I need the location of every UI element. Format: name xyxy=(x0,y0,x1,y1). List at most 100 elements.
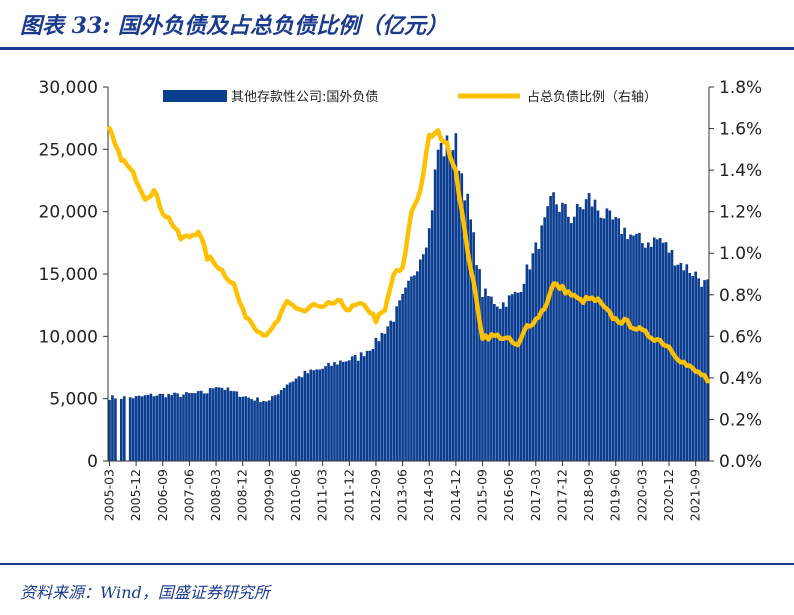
bar xyxy=(356,360,360,461)
bar xyxy=(268,400,271,461)
bar xyxy=(368,350,372,461)
bar xyxy=(191,393,194,461)
bar xyxy=(540,225,544,461)
bar xyxy=(205,393,209,461)
source-note: 资料来源：Wind，国盛证券研究所 xyxy=(20,583,270,602)
bar xyxy=(161,393,165,461)
bar xyxy=(555,204,558,461)
bar xyxy=(635,233,638,461)
bar xyxy=(194,393,197,461)
bar xyxy=(253,400,256,461)
title-rule xyxy=(0,47,794,50)
bar xyxy=(561,202,564,462)
bar xyxy=(339,360,342,461)
bar xyxy=(333,362,336,461)
bar xyxy=(404,287,407,461)
bar xyxy=(519,291,523,461)
bar xyxy=(522,283,526,461)
bar xyxy=(111,395,114,461)
x-tick-label: 2010-06 xyxy=(288,469,303,521)
x-tick-label: 2006-09 xyxy=(155,469,170,521)
y-tick-label: 10,000 xyxy=(39,327,98,347)
x-tick-label: 2017-03 xyxy=(528,469,543,521)
bar xyxy=(285,384,289,461)
bar xyxy=(454,133,458,461)
bar xyxy=(493,304,496,461)
bar xyxy=(143,395,147,461)
bar xyxy=(108,399,111,461)
bar xyxy=(413,275,416,461)
bar xyxy=(673,265,677,461)
bar xyxy=(457,170,461,461)
bar xyxy=(152,396,156,461)
bar xyxy=(345,361,348,461)
x-tick-label: 2014-12 xyxy=(448,469,463,521)
bar xyxy=(644,247,647,461)
bar xyxy=(282,387,286,461)
bar xyxy=(469,219,472,461)
bar xyxy=(510,294,514,461)
bar xyxy=(543,217,547,461)
y2-tick-label: 0.8% xyxy=(719,286,762,306)
bar xyxy=(466,193,470,462)
ratio-line xyxy=(107,125,710,384)
x-tick-label: 2020-12 xyxy=(661,469,676,521)
bar xyxy=(421,254,425,461)
bar xyxy=(572,216,576,461)
bar xyxy=(596,210,600,461)
bar xyxy=(641,243,644,461)
bar xyxy=(188,393,191,461)
bar xyxy=(424,247,428,461)
bar xyxy=(119,398,123,461)
bar xyxy=(587,193,591,462)
bar xyxy=(484,288,487,461)
bar xyxy=(599,217,603,461)
x-tick-label: 2013-06 xyxy=(395,469,410,521)
bar xyxy=(208,388,212,461)
bar xyxy=(614,217,618,461)
bar xyxy=(250,399,253,461)
bar xyxy=(273,395,277,461)
bar xyxy=(652,237,656,461)
bar xyxy=(593,199,597,461)
x-tick-label: 2017-12 xyxy=(554,469,569,521)
bar xyxy=(128,397,132,461)
bar xyxy=(330,365,333,461)
bar xyxy=(632,235,635,461)
bar xyxy=(575,203,579,461)
x-tick-label: 2021-09 xyxy=(688,469,703,521)
bar xyxy=(380,332,384,461)
bar xyxy=(564,204,567,462)
bar xyxy=(513,291,517,461)
bar xyxy=(448,155,452,461)
x-tick-label: 2008-12 xyxy=(235,469,250,521)
bar xyxy=(306,373,310,461)
bar xyxy=(294,378,298,461)
y-tick-label: 15,000 xyxy=(39,265,98,285)
bar xyxy=(626,239,629,461)
bar xyxy=(478,269,481,461)
bar xyxy=(220,387,224,461)
bar xyxy=(664,242,668,461)
bar xyxy=(578,207,582,461)
y2-tick-label: 0.2% xyxy=(719,410,762,430)
bar xyxy=(291,381,295,461)
bar xyxy=(703,280,706,461)
bar xyxy=(395,306,398,461)
bar xyxy=(537,248,541,461)
bar xyxy=(528,269,532,461)
y-tick-label: 0 xyxy=(87,452,98,472)
bar xyxy=(214,387,218,461)
bar xyxy=(460,173,464,461)
x-tick-label: 2015-09 xyxy=(475,469,490,521)
bar xyxy=(658,238,662,461)
bar xyxy=(534,242,538,461)
bar xyxy=(389,320,393,461)
bar xyxy=(365,350,369,461)
bar xyxy=(694,271,698,461)
bar xyxy=(244,396,247,461)
bar xyxy=(377,341,381,461)
bar xyxy=(649,246,653,461)
bar xyxy=(549,196,552,461)
figure-title: 图表 33: 国外负债及占总负债比例（亿元） xyxy=(20,13,449,39)
